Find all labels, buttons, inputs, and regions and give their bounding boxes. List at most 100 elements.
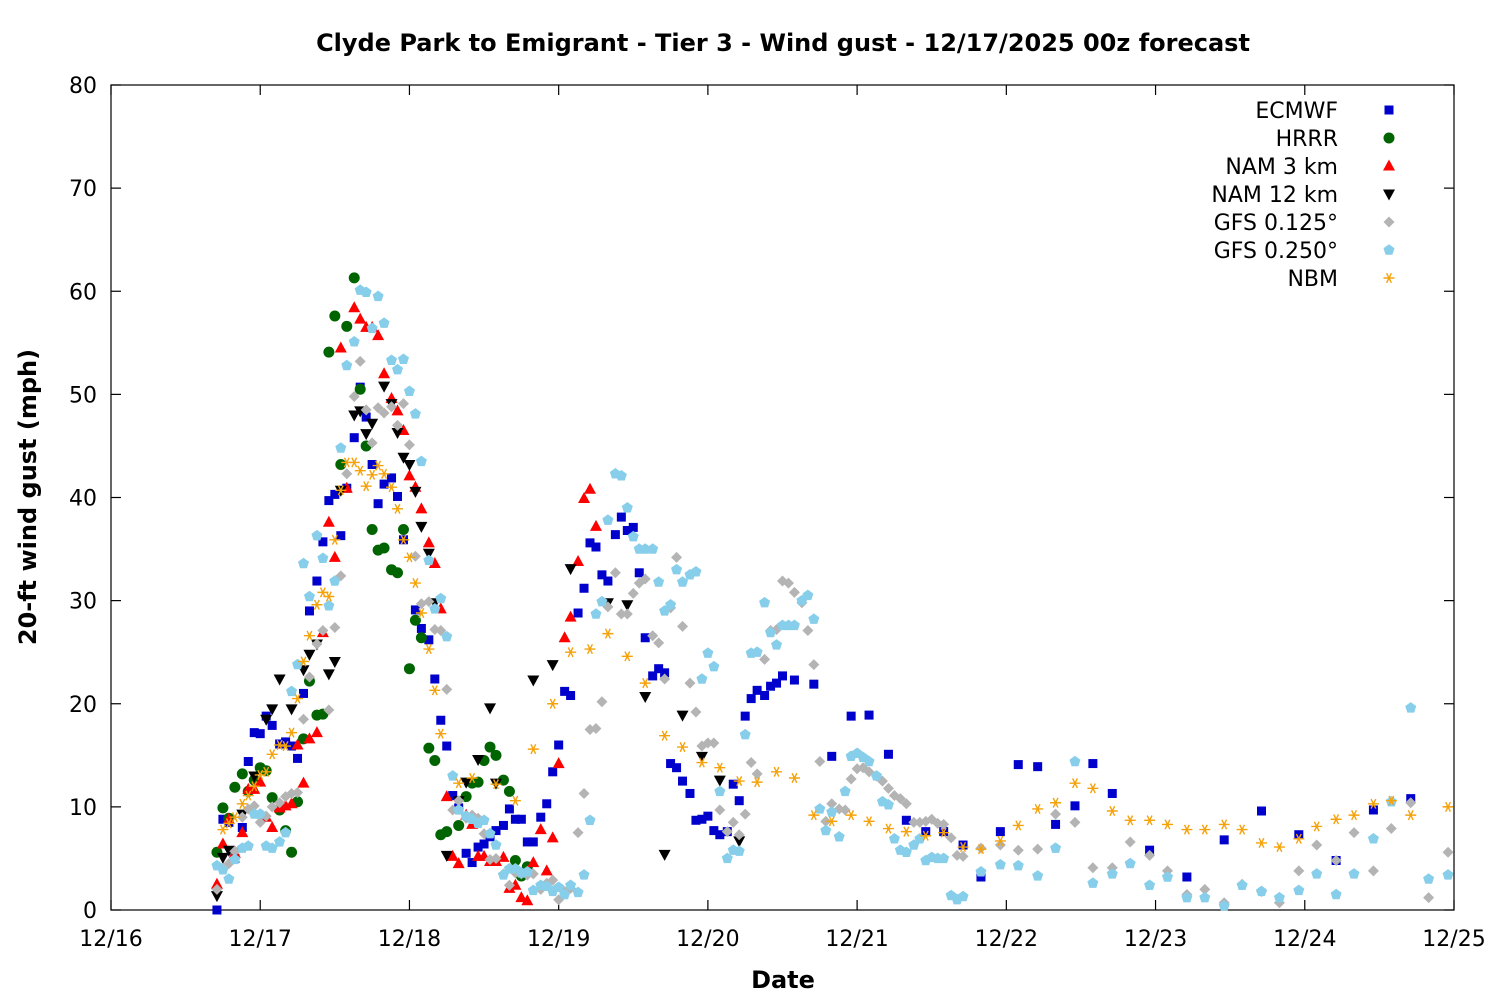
nbm-point <box>509 795 521 806</box>
nbm-point <box>292 693 304 704</box>
ecmwf-point <box>703 811 713 821</box>
gfs-0-250-point <box>714 785 726 797</box>
nbm-point <box>372 460 384 471</box>
gfs-0-125-point <box>1087 862 1099 874</box>
nam-3-km-point <box>584 482 597 494</box>
nbm-point <box>863 816 875 827</box>
gfs-0-250-point <box>297 557 310 569</box>
gfs-0-250-point <box>372 290 384 302</box>
hrrr-point <box>429 754 441 766</box>
ecmwf-point <box>410 605 420 615</box>
gfs-0-250-point <box>223 873 235 884</box>
nam-3-km-point <box>564 610 577 622</box>
gfs-0-125-point <box>839 804 851 816</box>
gfs-0-250-point <box>559 888 571 900</box>
gfs-0-250-point <box>888 833 900 844</box>
nbm-point <box>975 844 987 855</box>
nam-12-km-point <box>546 660 559 672</box>
nam-3-km-point <box>297 776 310 788</box>
gfs-0-250-point <box>882 799 894 810</box>
nam-12-km-point <box>366 418 379 430</box>
hrrr-point <box>423 742 435 754</box>
x-axis-label: Date <box>751 966 815 994</box>
gfs-0-125-point <box>297 713 309 725</box>
ecmwf-point <box>536 812 546 822</box>
gfs-0-250-point <box>690 565 702 577</box>
nam-3-km-point <box>266 821 279 832</box>
gfs-0-125-point <box>1012 844 1024 856</box>
hrrr-point <box>392 567 404 579</box>
gfs-0-250-point <box>423 554 435 566</box>
nbm-point <box>354 465 366 476</box>
nam-3-km-point <box>291 738 304 750</box>
hrrr-point <box>341 320 353 332</box>
nam-12-km-point <box>285 704 298 716</box>
gfs-0-125-point <box>211 883 223 895</box>
hrrr-point <box>286 846 298 858</box>
nbm-point <box>1032 803 1044 815</box>
ecmwf-point <box>610 530 620 540</box>
ecmwf-point <box>691 815 701 825</box>
nam-12-km-point <box>695 751 708 763</box>
nam-3-km-point <box>589 519 602 531</box>
gfs-0-125-point <box>292 786 304 798</box>
nbm-point <box>994 835 1006 846</box>
nam-3-km-point <box>254 775 267 787</box>
nam-3-km-point <box>558 631 571 643</box>
nbm-point <box>415 607 427 619</box>
nam-3-km-point <box>354 312 367 324</box>
gfs-0-125-point <box>647 630 659 642</box>
nam-12-km-point <box>460 777 473 789</box>
nbm-point <box>266 749 278 760</box>
gfs-0-125-point <box>684 677 696 689</box>
gfs-0-250-point <box>266 842 278 853</box>
nam-3-km-point <box>521 894 534 906</box>
hrrr-point <box>217 802 229 814</box>
gfs-0-125-point <box>908 816 920 828</box>
ecmwf-point <box>387 473 397 483</box>
nam-3-km-point <box>391 404 404 416</box>
gfs-0-125-point <box>639 573 651 585</box>
nam-12-km-point <box>527 675 540 687</box>
gfs-0-250-point <box>639 543 651 554</box>
gfs-0-125-point <box>733 829 745 841</box>
gfs-0-250-point <box>820 824 832 836</box>
ecmwf-point <box>760 691 770 700</box>
ecmwf-point <box>883 749 893 759</box>
nam-12-km-point <box>391 428 404 440</box>
gfs-0-125-point <box>721 826 733 838</box>
gfs-0-125-point <box>254 816 266 828</box>
nam-3-km-point <box>527 856 540 868</box>
gfs-0-250-point <box>397 353 409 364</box>
y-tick-label: 80 <box>69 74 97 99</box>
gfs-0-250-point <box>1124 857 1136 869</box>
nbm-point <box>423 644 435 655</box>
gfs-0-125-point <box>572 827 584 839</box>
ecmwf-point <box>616 512 626 522</box>
nbm-point <box>882 823 894 834</box>
gfs-0-250-point <box>1367 833 1379 844</box>
gfs-0-250-point <box>677 576 689 587</box>
gfs-0-250-point <box>1311 868 1323 879</box>
gfs-0-250-point <box>771 639 783 650</box>
ecmwf-point <box>591 542 601 552</box>
nbm-point <box>771 766 783 777</box>
nam-12-km-point <box>733 836 746 848</box>
gfs-0-125-point <box>671 551 683 563</box>
nbm-point <box>248 781 260 792</box>
legend: ECMWF HRRR NAM 3 km NAM 12 km GFS 0.125° GFS … <box>1211 99 1395 292</box>
gfs-0-125-point <box>945 832 957 844</box>
gfs-0-125-point <box>1293 865 1305 877</box>
nbm-point <box>920 830 932 841</box>
gfs-0-125-point <box>378 407 390 419</box>
gfs-0-250-point <box>584 814 596 825</box>
gfs-0-125-point <box>1367 865 1379 877</box>
ecmwf-point <box>318 537 328 547</box>
gfs-0-125-point <box>759 653 771 665</box>
nbm-point <box>1348 810 1360 821</box>
gfs-0-125-point <box>802 625 814 637</box>
gfs-0-125-point <box>690 706 702 718</box>
gfs-0-250-point <box>490 839 502 850</box>
gfs-0-250-point <box>1218 900 1230 911</box>
ecmwf-point <box>298 688 308 698</box>
